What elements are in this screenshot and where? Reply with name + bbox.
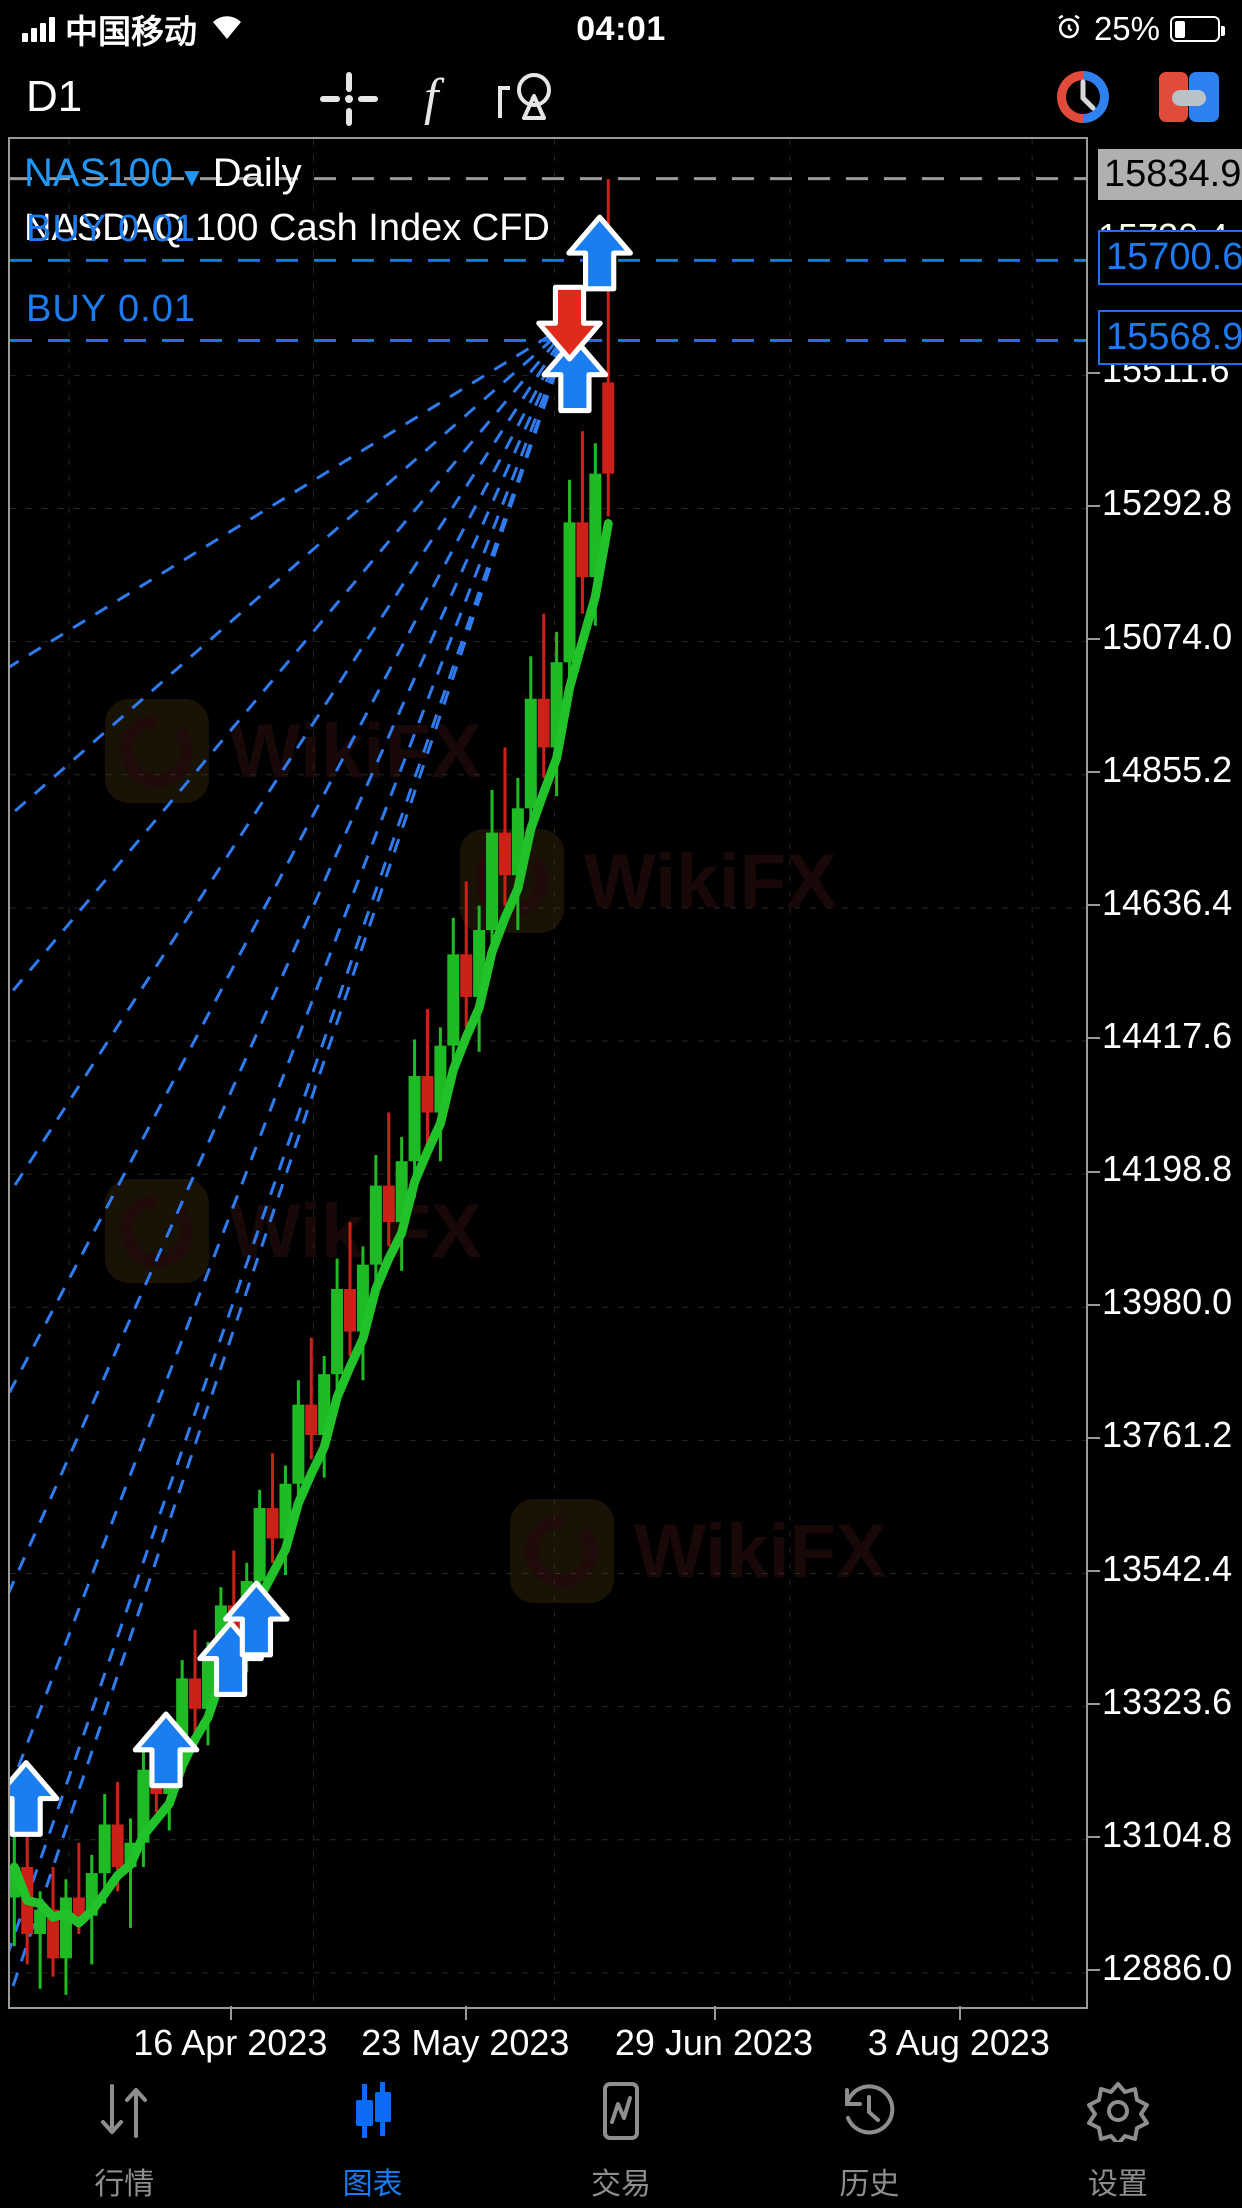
svg-text:WikiFX: WikiFX — [584, 839, 837, 924]
nav-label-trade: 交易 — [591, 2167, 652, 2201]
nav-label-quotes: 行情 — [94, 2167, 155, 2201]
chart-toolbar: D1 f — [0, 58, 1242, 136]
objects-icon[interactable] — [496, 68, 566, 131]
quotes-arrows-icon — [94, 2080, 154, 2147]
timeframe-button[interactable]: D1 — [26, 72, 83, 121]
price-tick: 14198.8 — [1088, 1148, 1232, 1190]
clock-icon[interactable] — [1054, 68, 1112, 131]
price-tick: 13104.8 — [1088, 1814, 1232, 1856]
svg-text:f: f — [424, 69, 445, 126]
price-chart[interactable]: WikiFX WikiFX WikiFX WikiFX NAS100 ▼ Daily NA… — [8, 137, 1088, 2009]
svg-text:WikiFX: WikiFX — [229, 709, 482, 794]
price-axis[interactable]: 15511.6 15292.8 15074.0 14855.2 14636.4 14417… — [1088, 137, 1242, 2009]
buy-arrow-marker[interactable] — [10, 1760, 60, 1837]
carrier-label: 中国移动 — [65, 13, 197, 50]
alarm-icon — [1054, 12, 1084, 47]
position-price-badge-1[interactable]: 15700.6 — [1098, 230, 1242, 286]
buy-arrow-marker[interactable] — [541, 336, 609, 414]
buy-arrow-marker[interactable] — [566, 214, 633, 292]
price-tick: 13980.0 — [1088, 1281, 1232, 1323]
chart-header: NAS100 ▼ Daily NASDAQ 100 Cash Index CFD — [24, 147, 550, 253]
price-tick: 14855.2 — [1088, 749, 1232, 791]
signal-bars-icon — [22, 16, 55, 42]
trade-device-icon — [591, 2080, 651, 2147]
symbol-description: NASDAQ 100 Cash Index CFD — [24, 207, 550, 249]
bottom-navigation: 行情 图表 交易 历史 — [0, 2074, 1242, 2208]
nav-item-settings[interactable]: 设置 — [994, 2074, 1242, 2208]
indicators-fx-icon[interactable]: f — [410, 68, 468, 131]
nav-item-trade[interactable]: 交易 — [497, 2074, 745, 2208]
buy-arrow-marker[interactable] — [132, 1711, 200, 1789]
price-tick: 14636.4 — [1088, 882, 1232, 924]
sell-arrow-marker[interactable] — [536, 284, 603, 362]
price-tick: 13323.6 — [1088, 1681, 1232, 1723]
history-clock-icon — [838, 2080, 900, 2147]
price-tick: 12886.0 — [1088, 1947, 1232, 1989]
symbol-label[interactable]: NAS100 — [24, 151, 173, 195]
wifi-icon — [207, 12, 247, 47]
price-tick: 13761.2 — [1088, 1414, 1232, 1456]
position-price-badge-2[interactable]: 15568.9 — [1098, 310, 1242, 366]
time-axis-label: 3 Aug 2023 — [867, 2022, 1050, 2063]
chevron-down-icon[interactable]: ▼ — [178, 162, 205, 192]
nav-item-quotes[interactable]: 行情 — [0, 2074, 248, 2208]
time-tick — [230, 2006, 233, 2020]
nav-label-charts: 图表 — [342, 2167, 403, 2201]
time-axis-label: 23 May 2023 — [361, 2022, 570, 2063]
time-axis-label: 29 Jun 2023 — [614, 2022, 814, 2063]
battery-icon — [1170, 16, 1225, 42]
time-tick — [958, 2006, 961, 2020]
price-tick: 14417.6 — [1088, 1015, 1232, 1057]
nav-item-history[interactable]: 历史 — [745, 2074, 993, 2208]
position-label-1[interactable]: BUY 0.01 — [26, 208, 196, 251]
buy-arrow-marker[interactable] — [223, 1580, 290, 1658]
status-bar: 中国移动 04:01 25% — [0, 0, 1242, 58]
gear-icon — [1086, 2080, 1149, 2147]
period-label: Daily — [212, 151, 302, 195]
clock-label: 04:01 — [576, 9, 666, 48]
nav-label-history: 历史 — [839, 2167, 900, 2201]
windows-icon[interactable] — [1158, 68, 1220, 131]
price-tick: 15292.8 — [1088, 482, 1232, 524]
nav-label-settings: 设置 — [1087, 2167, 1148, 2201]
nav-item-charts[interactable]: 图表 — [248, 2074, 496, 2208]
battery-percent-label: 25% — [1093, 10, 1160, 47]
svg-text:WikiFX: WikiFX — [634, 1509, 887, 1594]
price-tick: 15074.0 — [1088, 616, 1232, 658]
crosshair-icon[interactable] — [318, 68, 380, 131]
time-tick — [465, 2006, 468, 2020]
candlestick-icon — [343, 2080, 403, 2147]
time-axis: 16 Apr 2023 23 May 2023 29 Jun 2023 3 Aug 2… — [8, 2006, 1242, 2074]
current-price-badge[interactable]: 15834.9 — [1098, 148, 1242, 200]
price-tick: 13542.4 — [1088, 1548, 1232, 1590]
svg-text:WikiFX: WikiFX — [229, 1189, 482, 1274]
time-tick — [713, 2006, 716, 2020]
time-axis-label: 16 Apr 2023 — [133, 2022, 328, 2063]
position-label-2[interactable]: BUY 0.01 — [26, 288, 196, 331]
